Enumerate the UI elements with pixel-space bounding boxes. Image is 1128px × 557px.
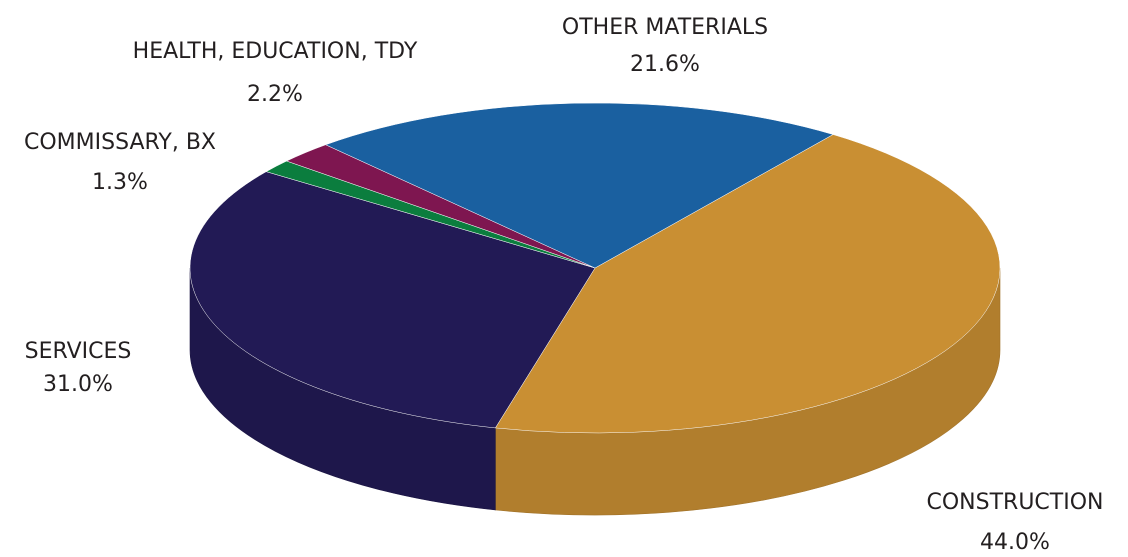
- value-label: 31.0%: [43, 372, 113, 397]
- slice-label: HEALTH, EDUCATION, TDY: [133, 39, 418, 64]
- pie-slice: [325, 102, 834, 269]
- value-label: 21.6%: [630, 52, 700, 77]
- slice-label: CONSTRUCTION: [927, 490, 1104, 515]
- pie-slice: [189, 171, 596, 429]
- value-label: 1.3%: [92, 170, 148, 195]
- value-label: 2.2%: [247, 82, 303, 107]
- slice-label: OTHER MATERIALS: [562, 15, 768, 40]
- slice-label: SERVICES: [25, 339, 132, 364]
- slice-label: COMMISSARY, BX: [24, 130, 216, 155]
- pie-slice: [494, 134, 1001, 434]
- value-label: 44.0%: [980, 530, 1050, 555]
